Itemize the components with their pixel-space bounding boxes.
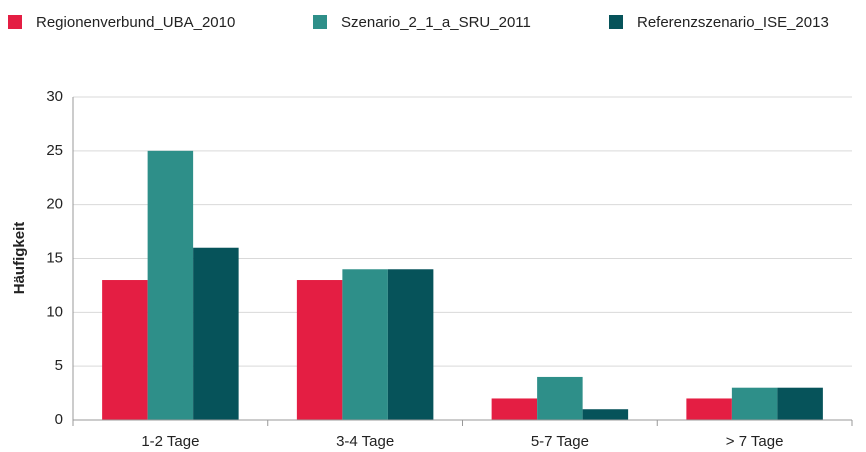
bar <box>296 280 343 420</box>
bar <box>387 269 434 420</box>
bar <box>582 409 629 420</box>
legend-label: Referenzszenario_ISE_2013 <box>637 14 829 31</box>
bar <box>102 280 148 420</box>
legend-swatch <box>609 15 623 29</box>
bar <box>491 398 538 420</box>
y-tick-label: 0 <box>55 411 63 428</box>
bar <box>731 387 778 420</box>
x-tick-label: 1-2 Tage <box>141 433 199 450</box>
y-tick-label: 30 <box>46 88 63 105</box>
bar <box>193 247 239 420</box>
x-tick-label: 3-4 Tage <box>336 433 394 450</box>
y-axis-label: Häufigkeit <box>11 222 28 295</box>
x-tick-label: 5-7 Tage <box>531 433 589 450</box>
y-tick-label: 20 <box>46 196 63 213</box>
legend-label: Szenario_2_1_a_SRU_2011 <box>341 14 531 31</box>
y-tick-label: 25 <box>46 142 63 159</box>
legend-swatch <box>313 15 327 29</box>
y-tick-label: 5 <box>55 357 63 374</box>
legend-swatch <box>8 15 22 29</box>
y-tick-label: 10 <box>46 303 63 320</box>
bar <box>777 387 823 420</box>
bar <box>342 269 388 420</box>
x-tick-label: > 7 Tage <box>726 433 784 450</box>
bar <box>147 150 194 421</box>
legend-label: Regionenverbund_UBA_2010 <box>36 14 235 31</box>
bar <box>686 398 732 420</box>
y-tick-label: 15 <box>46 249 63 266</box>
bar <box>537 376 583 420</box>
